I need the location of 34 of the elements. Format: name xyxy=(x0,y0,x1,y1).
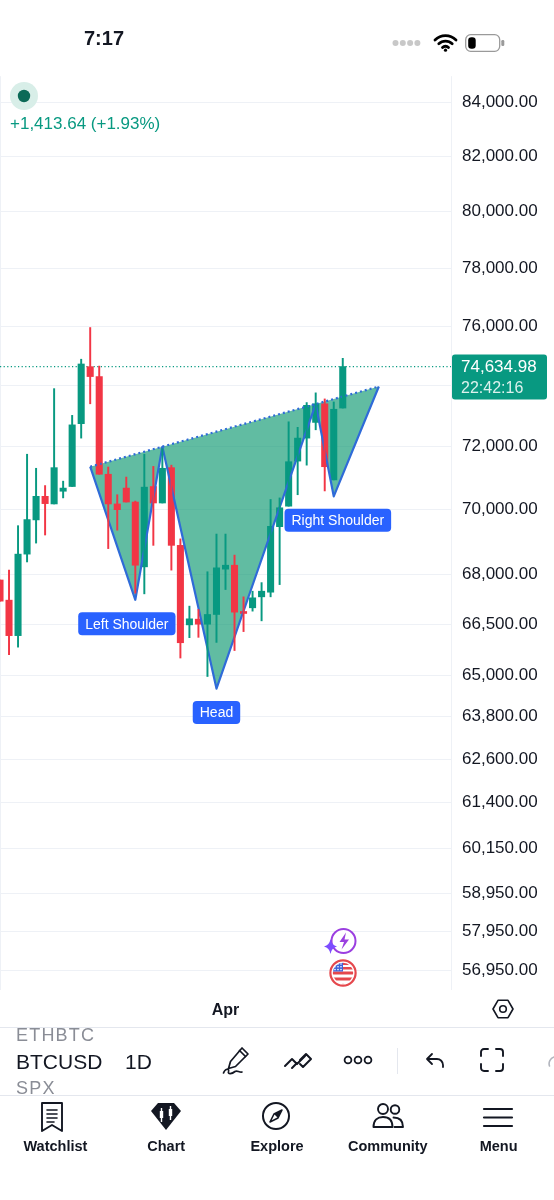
y-tick-label: 76,000.00 xyxy=(462,315,538,335)
annotation: Head xyxy=(199,704,234,721)
y-tick-label: 61,400.00 xyxy=(462,792,538,812)
y-tick-label: 82,000.00 xyxy=(462,146,538,166)
y-tick-label: 57,950.00 xyxy=(462,921,538,941)
y-tick-label: 58,950.00 xyxy=(462,882,538,902)
y-tick-label: 60,150.00 xyxy=(462,837,538,857)
y-tick-label: 56,950.00 xyxy=(462,960,538,979)
annotation: +1,413.64 (+1.93%) xyxy=(10,113,161,135)
text: Chart xyxy=(146,1137,187,1155)
text: Explore xyxy=(249,1137,305,1155)
annotation: Right Shoulder xyxy=(291,512,385,529)
text: 7:17 xyxy=(84,26,125,50)
text: Community xyxy=(346,1137,429,1155)
text: 22:42:16 xyxy=(461,378,524,396)
y-tick-label: 84,000.00 xyxy=(462,92,538,112)
ref-line-label: 74,634.98 xyxy=(461,357,537,377)
text: 1D xyxy=(125,1049,152,1075)
y-tick-label: 62,600.00 xyxy=(462,748,538,768)
text: Watchlist xyxy=(22,1137,89,1155)
text: ETHBTC xyxy=(16,1025,96,1045)
x-tick-label: Apr xyxy=(211,1001,240,1019)
y-tick-label: 63,800.00 xyxy=(462,706,538,726)
y-tick-label: 65,000.00 xyxy=(462,664,538,684)
text: SPX xyxy=(16,1078,56,1098)
y-tick-label: 70,000.00 xyxy=(462,499,538,519)
text: Menu xyxy=(478,1137,519,1155)
annotation: Left Shoulder xyxy=(85,615,169,632)
y-tick-label: 68,000.00 xyxy=(462,564,538,584)
y-tick-label: 72,000.00 xyxy=(462,436,538,456)
y-tick-label: 80,000.00 xyxy=(462,201,538,221)
y-tick-label: 78,000.00 xyxy=(462,257,538,277)
y-tick-label: 66,500.00 xyxy=(462,613,538,633)
text: BTCUSD xyxy=(16,1049,103,1075)
